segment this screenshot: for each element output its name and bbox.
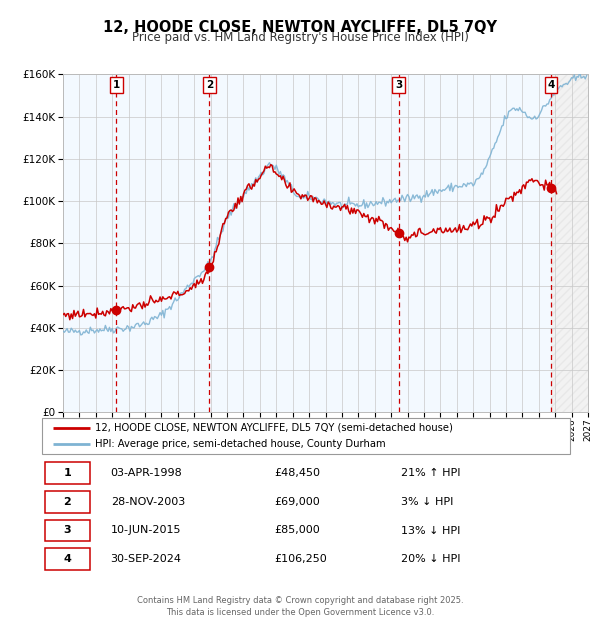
- Text: 1: 1: [113, 80, 120, 90]
- Text: 20% ↓ HPI: 20% ↓ HPI: [401, 554, 461, 564]
- Bar: [209, 74, 398, 412]
- Text: Price paid vs. HM Land Registry's House Price Index (HPI): Price paid vs. HM Land Registry's House …: [131, 31, 469, 44]
- Text: 12, HOODE CLOSE, NEWTON AYCLIFFE, DL5 7QY: 12, HOODE CLOSE, NEWTON AYCLIFFE, DL5 7Q…: [103, 20, 497, 35]
- Text: 3% ↓ HPI: 3% ↓ HPI: [401, 497, 454, 507]
- Text: 4: 4: [547, 80, 555, 90]
- Text: £106,250: £106,250: [274, 554, 327, 564]
- Text: HPI: Average price, semi-detached house, County Durham: HPI: Average price, semi-detached house,…: [95, 440, 385, 450]
- Text: 12, HOODE CLOSE, NEWTON AYCLIFFE, DL5 7QY (semi-detached house): 12, HOODE CLOSE, NEWTON AYCLIFFE, DL5 7Q…: [95, 423, 452, 433]
- Text: 1: 1: [63, 468, 71, 478]
- FancyBboxPatch shape: [44, 548, 89, 570]
- Text: £69,000: £69,000: [274, 497, 320, 507]
- Text: 21% ↑ HPI: 21% ↑ HPI: [401, 468, 461, 478]
- FancyBboxPatch shape: [44, 520, 89, 541]
- Bar: [398, 74, 551, 412]
- Text: 2: 2: [206, 80, 213, 90]
- Text: 10-JUN-2015: 10-JUN-2015: [110, 526, 181, 536]
- Bar: [551, 74, 588, 412]
- Text: £48,450: £48,450: [274, 468, 320, 478]
- FancyBboxPatch shape: [44, 491, 89, 513]
- Bar: [63, 74, 116, 412]
- Text: 30-SEP-2024: 30-SEP-2024: [110, 554, 182, 564]
- Text: 3: 3: [395, 80, 402, 90]
- Bar: [116, 74, 209, 412]
- Text: 28-NOV-2003: 28-NOV-2003: [110, 497, 185, 507]
- Text: £85,000: £85,000: [274, 526, 320, 536]
- FancyBboxPatch shape: [44, 463, 89, 484]
- Text: Contains HM Land Registry data © Crown copyright and database right 2025.
This d: Contains HM Land Registry data © Crown c…: [137, 596, 463, 617]
- Text: 3: 3: [63, 526, 71, 536]
- Text: 2: 2: [63, 497, 71, 507]
- Text: 03-APR-1998: 03-APR-1998: [110, 468, 182, 478]
- Text: 4: 4: [63, 554, 71, 564]
- Text: 13% ↓ HPI: 13% ↓ HPI: [401, 526, 460, 536]
